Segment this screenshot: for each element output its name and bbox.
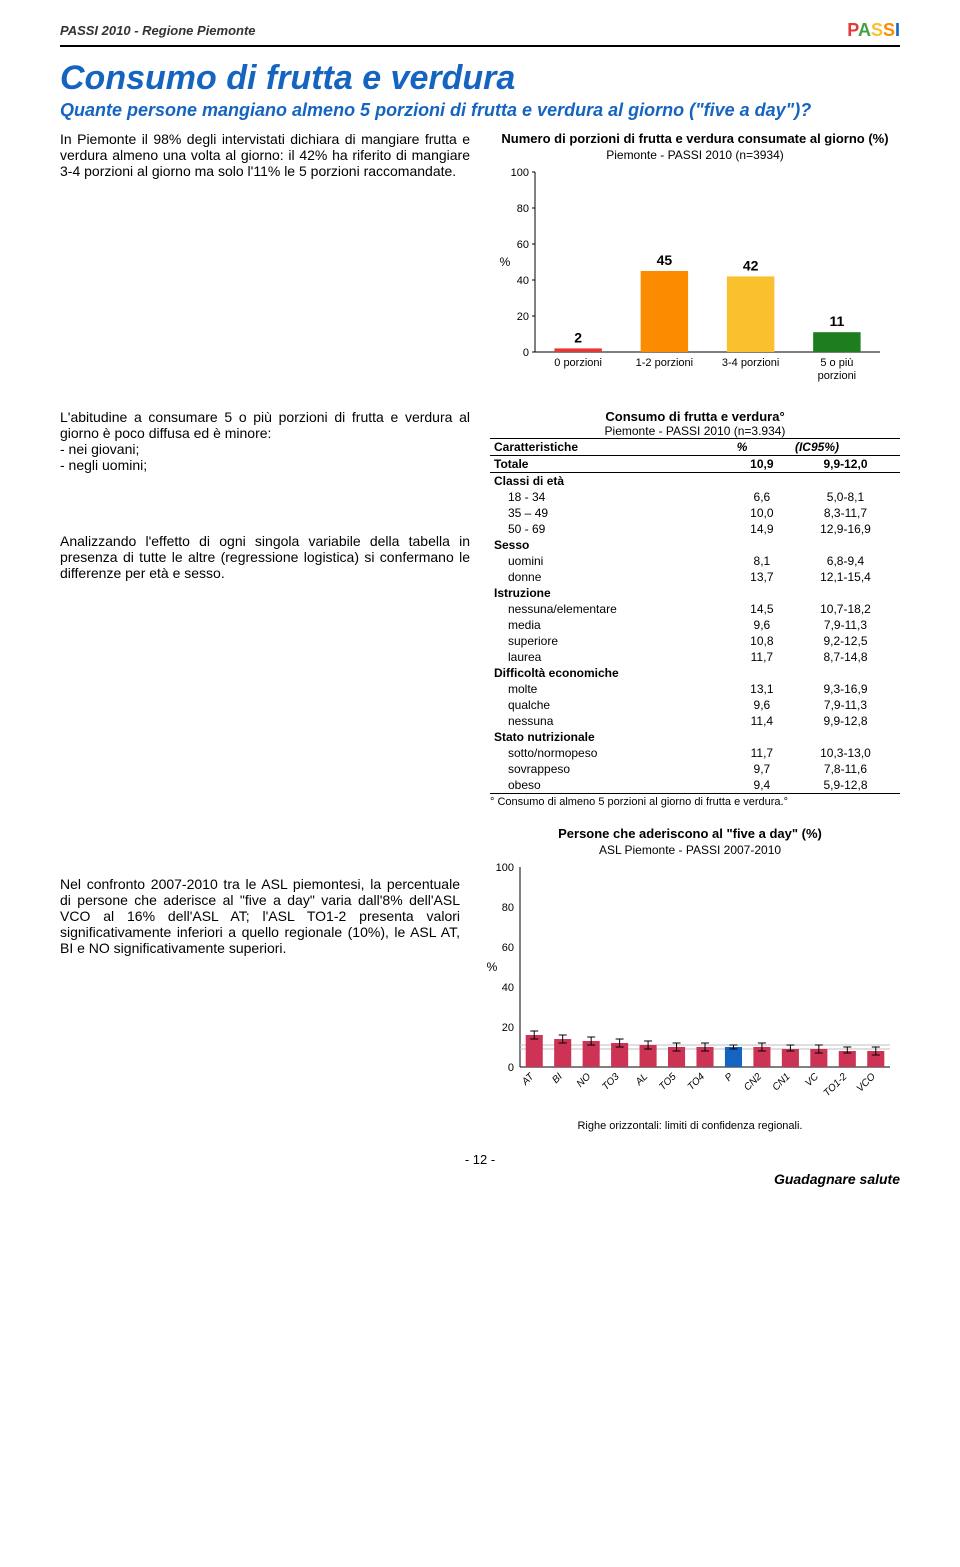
page-number: - 12 - <box>60 1152 900 1167</box>
svg-text:60: 60 <box>517 239 529 251</box>
chart1-title: Numero di porzioni di frutta e verdura c… <box>490 131 900 148</box>
document-title: Consumo di frutta e verdura <box>60 59 900 98</box>
svg-text:40: 40 <box>502 982 514 994</box>
chart-portions: 0 20 40 60 80 100% 2 0 porzioni 45 1-2 porzioni 42… <box>490 162 890 392</box>
svg-text:BI: BI <box>550 1071 565 1086</box>
subtitle: Quante persone mangiano almeno 5 porzion… <box>60 100 900 121</box>
chart2-caption: Righe orizzontali: limiti di confidenza … <box>480 1120 900 1132</box>
svg-text:100: 100 <box>511 167 529 179</box>
svg-text:3-4 porzioni: 3-4 porzioni <box>722 357 779 369</box>
svg-text:60: 60 <box>502 942 514 954</box>
svg-text:%: % <box>500 255 511 269</box>
svg-text:TO3: TO3 <box>600 1071 622 1093</box>
para-2a: L'abitudine a consumare 5 o più porzioni… <box>60 409 470 441</box>
table-title: Consumo di frutta e verdura° <box>490 409 900 424</box>
logo-letter: S <box>871 20 883 40</box>
para-3: Analizzando l'effetto di ogni singola va… <box>60 533 470 581</box>
svg-text:TO1-2: TO1-2 <box>822 1071 850 1099</box>
svg-text:0: 0 <box>508 1062 514 1074</box>
para-4: Nel confronto 2007-2010 tra le ASL piemo… <box>60 876 460 956</box>
para-2c: - negli uomini; <box>60 457 470 473</box>
page-header: PASSI 2010 - Regione Piemonte PASSI <box>60 20 900 41</box>
svg-text:AL: AL <box>633 1071 650 1088</box>
svg-text:0: 0 <box>523 347 529 359</box>
logo-letter: I <box>895 20 900 40</box>
svg-text:VCO: VCO <box>855 1071 878 1094</box>
chart2-title: Persone che aderiscono al "five a day" (… <box>480 826 900 843</box>
header-title: PASSI 2010 - Regione Piemonte <box>60 23 256 38</box>
footer-right: Guadagnare salute <box>60 1171 900 1187</box>
logo-letter: S <box>883 20 895 40</box>
svg-text:NO: NO <box>575 1071 594 1090</box>
svg-text:80: 80 <box>517 203 529 215</box>
chart-asl: 0 20 40 60 80 100% AT BI NO TO3 AL TO5 TO4 P CN2 CN1 VCT… <box>480 857 900 1117</box>
svg-text:20: 20 <box>502 1022 514 1034</box>
logo: PASSI <box>847 20 900 41</box>
svg-text:CN2: CN2 <box>742 1071 764 1093</box>
svg-text:porzioni: porzioni <box>818 370 857 382</box>
svg-text:11: 11 <box>829 313 844 329</box>
svg-text:2: 2 <box>574 329 582 345</box>
para-2b: - nei giovani; <box>60 441 470 457</box>
svg-text:80: 80 <box>502 902 514 914</box>
svg-text:42: 42 <box>743 257 759 273</box>
logo-letter: A <box>858 20 871 40</box>
svg-text:VC: VC <box>803 1071 821 1089</box>
svg-text:45: 45 <box>657 252 673 268</box>
data-table: Caratteristiche%(IC95%)Totale10,99,9-12,… <box>490 438 900 796</box>
table-subtitle: Piemonte - PASSI 2010 (n=3.934) <box>490 424 900 438</box>
svg-text:20: 20 <box>517 311 529 323</box>
svg-text:TO5: TO5 <box>657 1071 679 1093</box>
svg-text:AT: AT <box>519 1071 537 1089</box>
para-1: In Piemonte il 98% degli intervistati di… <box>60 131 470 395</box>
svg-text:TO4: TO4 <box>686 1071 708 1093</box>
logo-letter: P <box>847 20 858 40</box>
chart2-subtitle: ASL Piemonte - PASSI 2007-2010 <box>480 843 900 857</box>
svg-text:0 porzioni: 0 porzioni <box>554 357 602 369</box>
svg-text:1-2 porzioni: 1-2 porzioni <box>636 357 693 369</box>
chart1-subtitle: Piemonte - PASSI 2010 (n=3934) <box>490 148 900 162</box>
svg-text:5 o più: 5 o più <box>820 357 853 369</box>
table-footnote: ° Consumo di almeno 5 porzioni al giorno… <box>490 796 900 808</box>
svg-text:100: 100 <box>496 862 514 874</box>
svg-text:P: P <box>723 1071 736 1084</box>
svg-text:40: 40 <box>517 275 529 287</box>
svg-text:%: % <box>487 960 498 974</box>
svg-text:CN1: CN1 <box>771 1071 793 1093</box>
